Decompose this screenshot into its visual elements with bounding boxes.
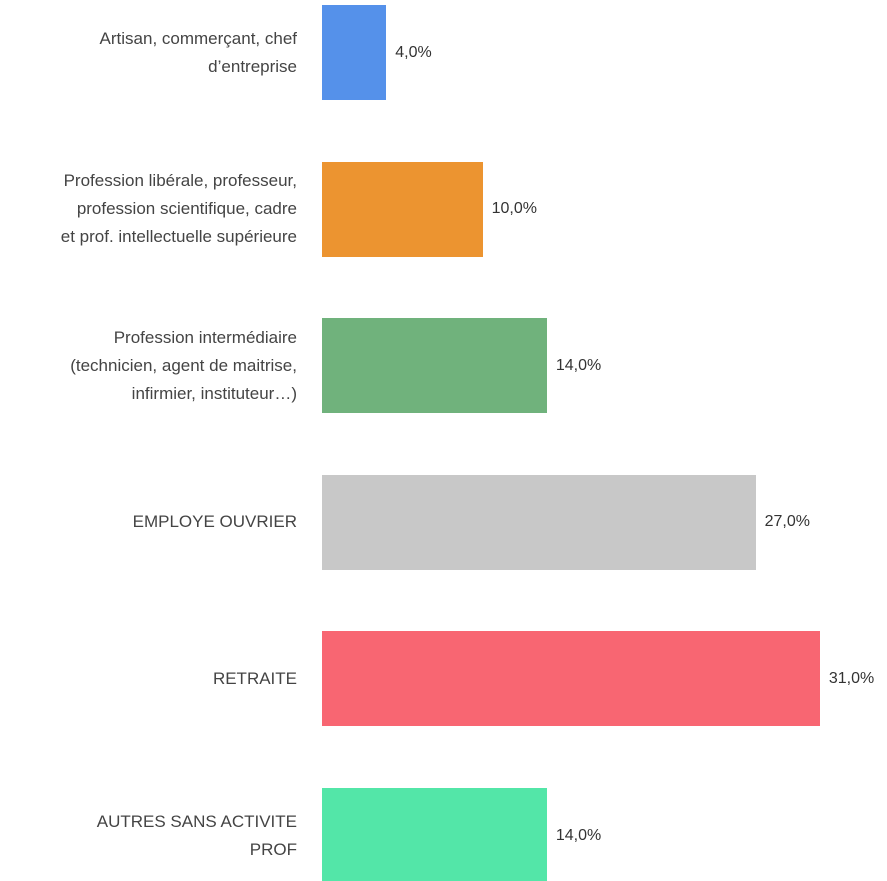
category-label: AUTRES SANS ACTIVITE PROF <box>96 811 297 859</box>
bar <box>322 161 483 257</box>
category-label: Artisan, commerçant, chef d’entreprise <box>99 28 297 76</box>
category-label: EMPLOYE OUVRIER <box>132 512 297 532</box>
bar <box>322 474 756 570</box>
bar <box>322 318 547 414</box>
value-label: 27,0% <box>764 513 810 531</box>
bar <box>322 788 547 881</box>
category-label: Profession intermédiaire (technicien, ag… <box>70 327 297 403</box>
value-label: 4,0% <box>395 43 432 61</box>
bar <box>322 631 820 727</box>
value-label: 31,0% <box>828 669 875 687</box>
category-label: RETRAITE <box>212 668 297 688</box>
bar <box>322 5 387 100</box>
value-label: 10,0% <box>491 200 537 218</box>
value-label: 14,0% <box>555 356 602 374</box>
value-label: 14,0% <box>555 826 602 844</box>
category-label: Profession libérale, professeur, profess… <box>60 171 297 247</box>
